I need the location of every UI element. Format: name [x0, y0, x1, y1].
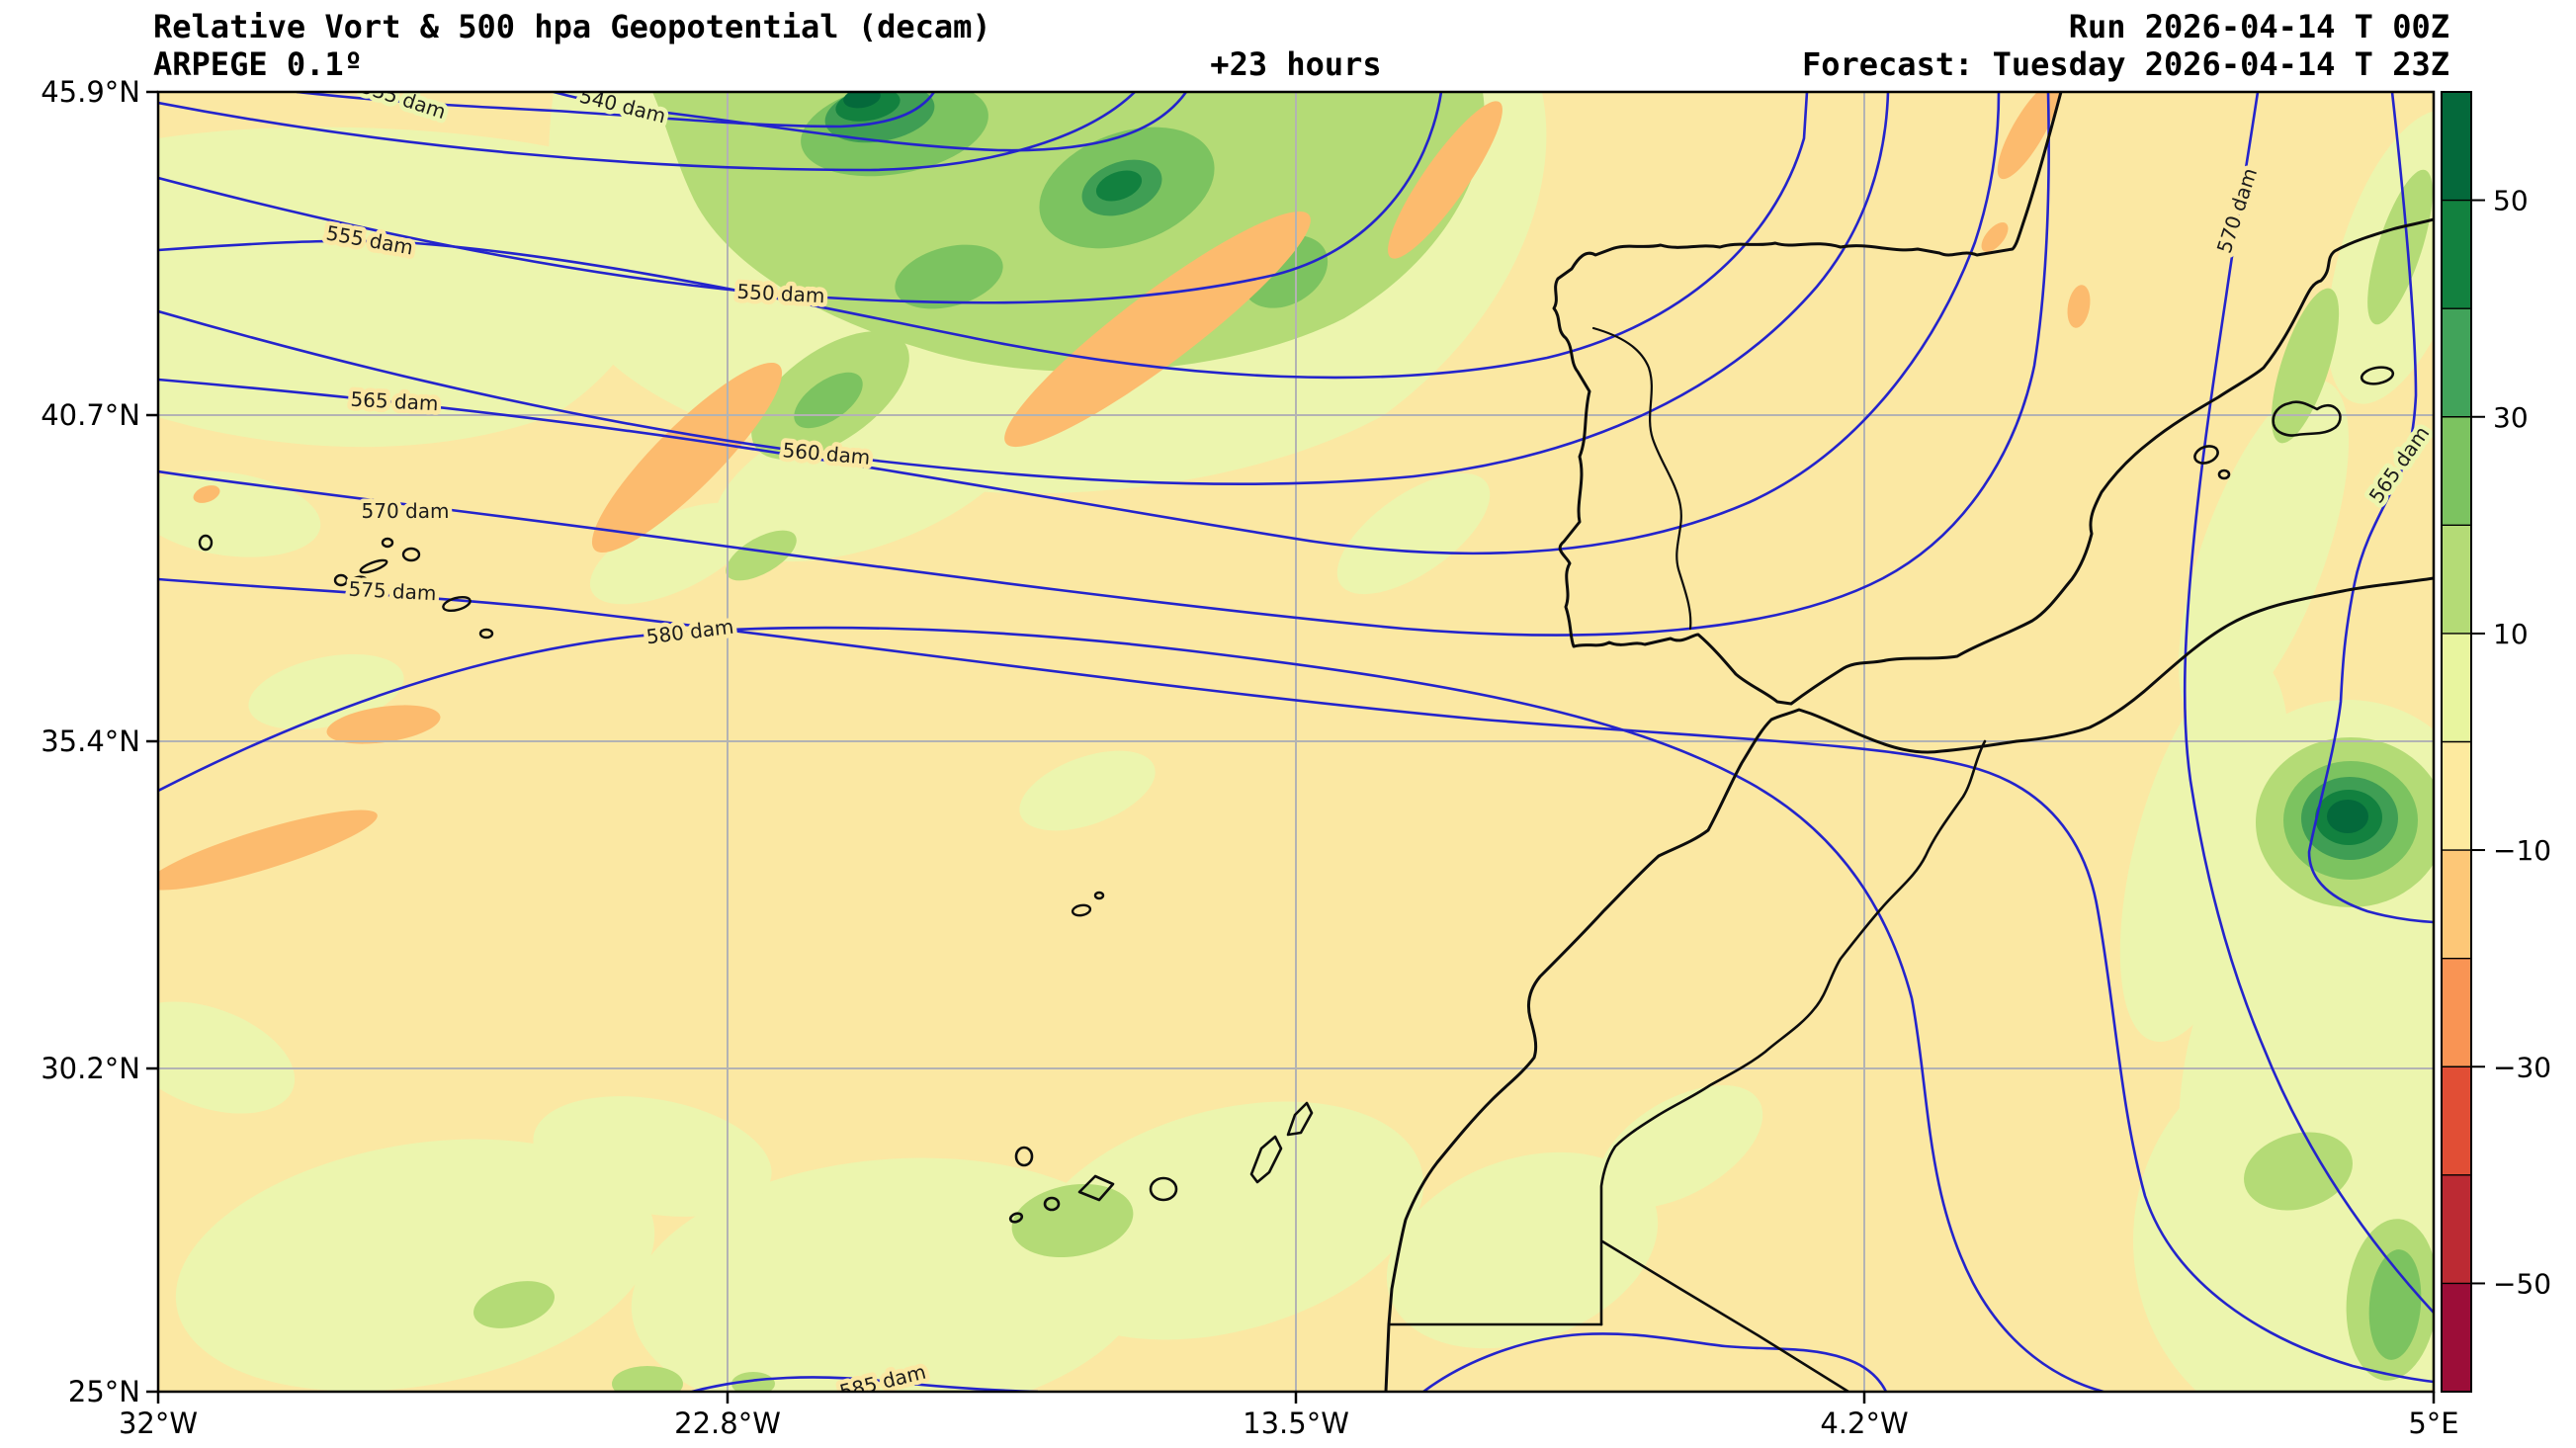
- coastline-iberia-france: [1552, 92, 2434, 706]
- x-tick-label: 22.8°W: [674, 1406, 781, 1440]
- islands-balearic: [2193, 366, 2395, 480]
- graticule-gridlines: [158, 92, 2434, 1392]
- colorbar-segment: [2442, 525, 2471, 635]
- run-time-label: Run 2026-04-14 T 00Z: [2069, 8, 2449, 45]
- figure-title: Relative Vort & 500 hpa Geopotential (de…: [153, 8, 991, 45]
- geopotential-contour-label: 570 dam: [362, 499, 450, 523]
- geopotential-contour-label: 575 dam: [348, 577, 437, 606]
- colorbar-segment: [2442, 741, 2471, 851]
- forecast-time-label: Forecast: Tuesday 2026-04-14 T 23Z: [1802, 45, 2449, 83]
- colorbar-tick-label: −50: [2493, 1267, 2551, 1300]
- model-label: ARPEGE 0.1º: [153, 45, 363, 83]
- colorbar-segment: [2442, 1174, 2471, 1284]
- colorbar-tick-label: 10: [2493, 618, 2529, 650]
- islands-azores-madeira: [198, 534, 1105, 917]
- colorbar-segment: [2442, 200, 2471, 309]
- colorbar-segment: [2442, 308, 2471, 418]
- colorbar-segment: [2442, 1283, 2471, 1393]
- islands-canary: [1008, 1101, 1314, 1224]
- x-tick-label: 13.5°W: [1243, 1406, 1349, 1440]
- colorbar-segment: [2442, 92, 2471, 202]
- y-tick-label: 30.2°N: [41, 1052, 140, 1085]
- colorbar-frame: [2441, 91, 2472, 1393]
- y-tick-label: 35.4°N: [41, 724, 140, 758]
- colorbar-segment: [2442, 850, 2471, 960]
- geopotential-contour-label: 550 dam: [736, 280, 825, 308]
- axis-ticks: 45.9°N 40.7°N 35.4°N 30.2°N 25°N32°W 22.8°W 13…: [41, 75, 2458, 1440]
- coastline-north-africa: [1384, 576, 2434, 1392]
- geopotential-contour-lines: [158, 92, 2434, 1392]
- colorbar-segment: [2442, 633, 2471, 742]
- x-tick-label: 5°E: [2408, 1406, 2458, 1440]
- y-tick-label: 45.9°N: [41, 75, 140, 109]
- vorticity-fill-orange: [158, 92, 2091, 891]
- border-portugal-spain: [1591, 326, 1692, 631]
- lead-time-label: +23 hours: [1210, 45, 1381, 83]
- coastlines: [198, 92, 2434, 1392]
- colorbar-segment: [2442, 958, 2471, 1067]
- border-morocco-algeria: [1599, 739, 1987, 1326]
- colorbar-segment: [2442, 1066, 2471, 1176]
- colorbar: 50 30 10 −10 −30 −50: [2441, 91, 2551, 1393]
- colorbar-tick-label: −10: [2493, 834, 2551, 867]
- x-tick-label: 4.2°W: [1820, 1406, 1908, 1440]
- vorticity-fill-dark-green: [824, 92, 2398, 860]
- border-algeria-mauritania: [1600, 1239, 1850, 1392]
- colorbar-tick-label: 50: [2493, 185, 2529, 217]
- colorbar-segment: [2442, 416, 2471, 526]
- y-tick-label: 25°N: [68, 1375, 140, 1408]
- colorbar-tick-label: 30: [2493, 401, 2529, 434]
- colorbar-tick-label: −30: [2493, 1051, 2551, 1083]
- y-tick-label: 40.7°N: [41, 398, 140, 432]
- geopotential-contour-label: 565 dam: [350, 387, 439, 416]
- x-tick-label: 32°W: [119, 1406, 198, 1440]
